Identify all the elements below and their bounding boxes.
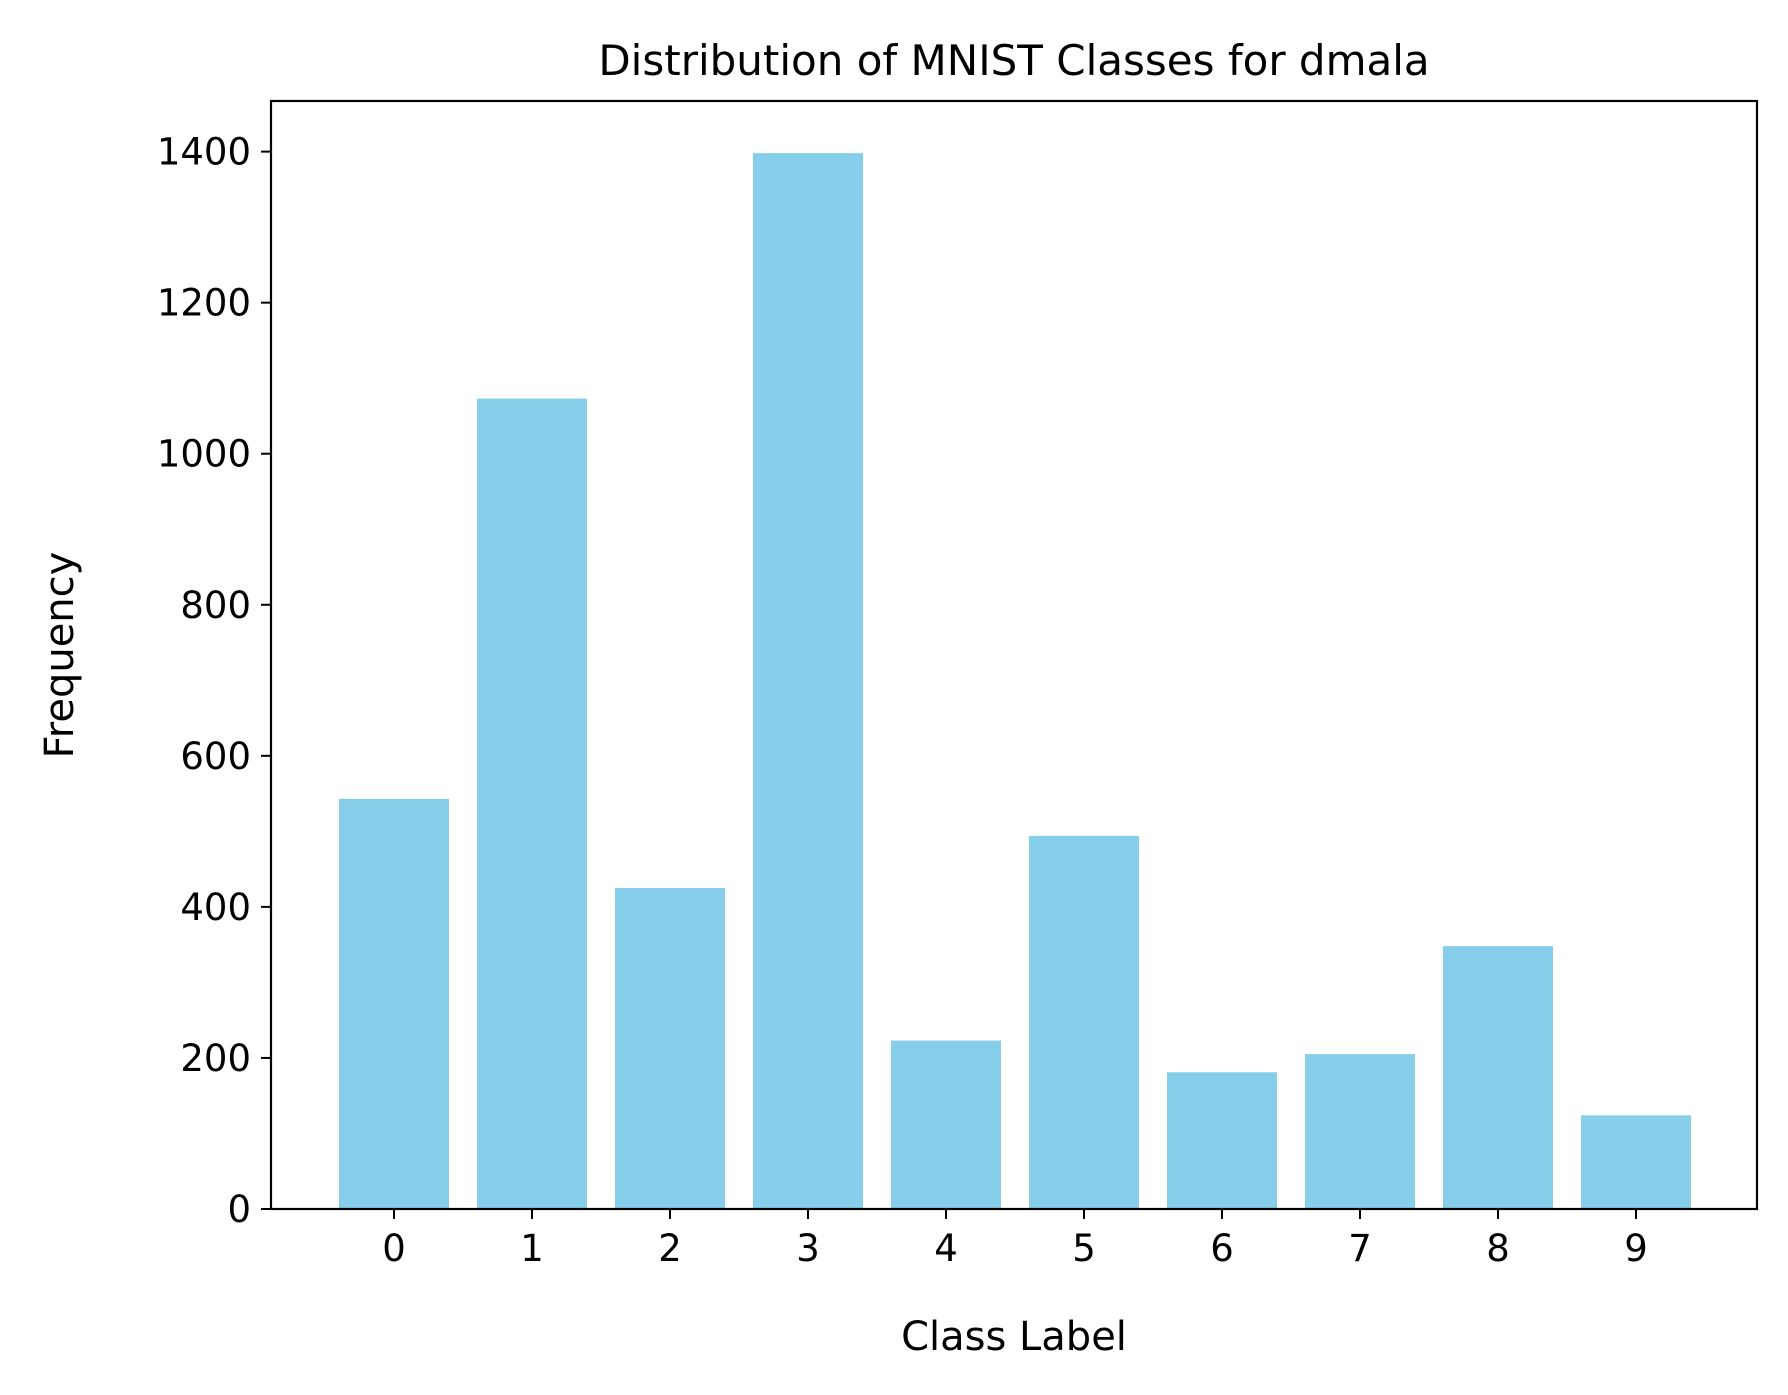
- y-tick-label: 1200: [157, 282, 251, 325]
- x-tick-label: 6: [1210, 1227, 1234, 1270]
- x-axis-label: Class Label: [901, 1314, 1127, 1360]
- chart-title: Distribution of MNIST Classes for dmala: [598, 36, 1429, 85]
- bar-class-1: [477, 398, 587, 1210]
- bar-class-0: [339, 798, 449, 1209]
- y-tick-label: 600: [180, 735, 251, 778]
- bar-class-7: [1305, 1054, 1415, 1209]
- y-tick-label: 200: [180, 1037, 251, 1080]
- plot-frame: [269, 99, 1759, 1211]
- y-tick-label: 0: [227, 1188, 251, 1231]
- y-tick-label: 1400: [157, 131, 251, 174]
- x-tick-label: 0: [382, 1227, 406, 1270]
- bar-class-8: [1443, 946, 1553, 1209]
- x-tick-label: 3: [796, 1227, 820, 1270]
- x-tick-label: 2: [658, 1227, 682, 1270]
- bar-class-4: [891, 1040, 1001, 1209]
- x-tick-label: 8: [1486, 1227, 1510, 1270]
- y-tick-label: 400: [180, 886, 251, 929]
- bar-class-9: [1581, 1115, 1691, 1209]
- x-tick-label: 1: [520, 1227, 544, 1270]
- bar-class-5: [1029, 835, 1139, 1209]
- x-tick-label: 7: [1348, 1227, 1372, 1270]
- x-tick-label: 9: [1624, 1227, 1648, 1270]
- y-axis-label: Frequency: [37, 552, 83, 759]
- bar-class-6: [1167, 1072, 1277, 1209]
- bar-class-2: [615, 888, 725, 1209]
- y-tick-label: 1000: [157, 433, 251, 476]
- x-axis-ticks: 0 1 2 3 4 5 6 7 8 9: [382, 1209, 1648, 1270]
- y-tick-label: 800: [180, 584, 251, 627]
- y-axis-ticks: 0 200 400 600 800 1000 1200 1400: [157, 131, 271, 1231]
- x-tick-label: 5: [1072, 1227, 1096, 1270]
- bar-class-3: [753, 153, 863, 1210]
- bars-group: [339, 153, 1691, 1210]
- x-tick-label: 4: [934, 1227, 958, 1270]
